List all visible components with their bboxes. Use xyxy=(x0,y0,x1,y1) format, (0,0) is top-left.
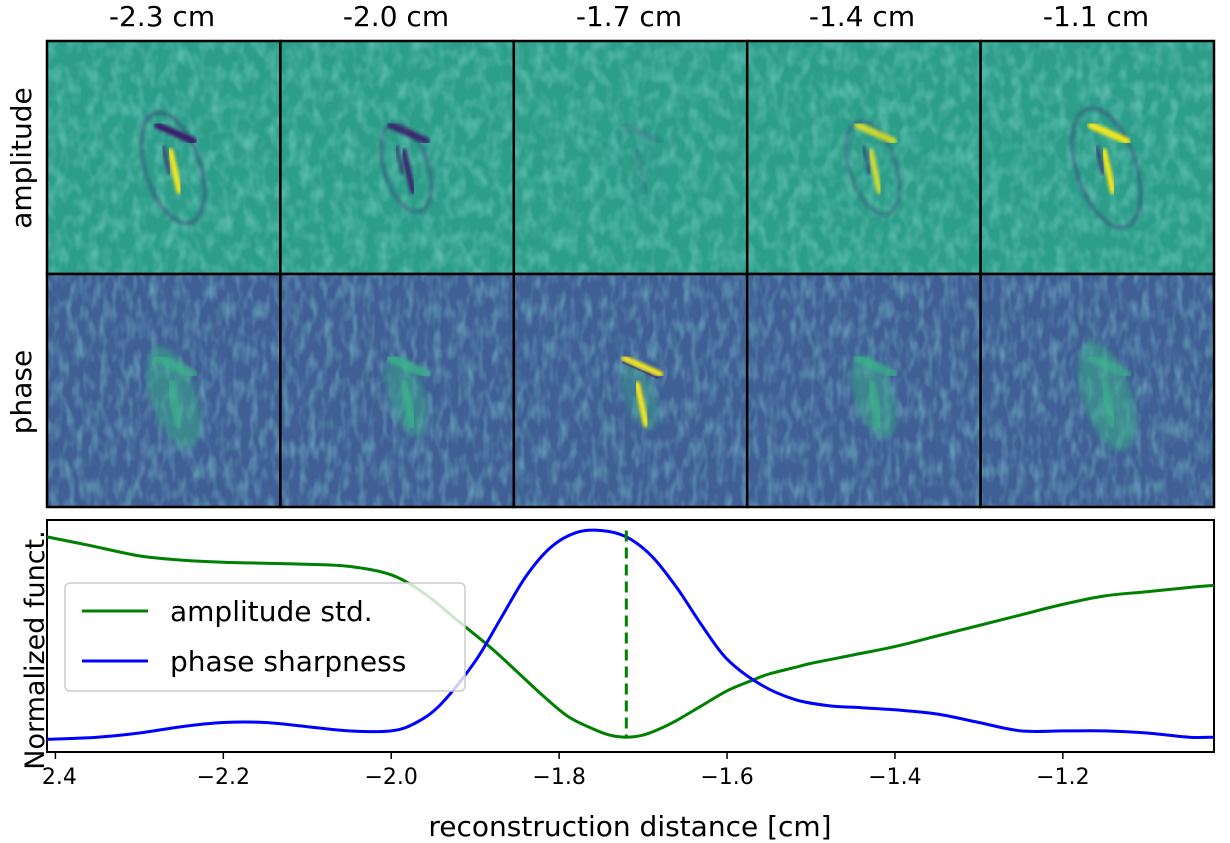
phase-image-panel xyxy=(512,272,749,509)
panel-border xyxy=(979,272,1216,509)
column-title: -1.7 cm xyxy=(576,0,682,33)
column-title: -1.1 cm xyxy=(1043,0,1149,33)
phase-image-panel xyxy=(745,272,982,509)
column-title: -2.0 cm xyxy=(343,0,449,33)
amplitude-image-panel xyxy=(512,39,749,276)
column-titles: -2.3 cm -2.0 cm -1.7 cm -1.4 cm -1.1 cm xyxy=(109,0,1149,33)
x-tick-label: −1.4 xyxy=(868,765,921,790)
plot-area xyxy=(46,519,1215,753)
x-tick-label: −1.8 xyxy=(532,765,585,790)
x-tick-label: −2.2 xyxy=(197,765,250,790)
x-tick-label: −1.6 xyxy=(700,765,753,790)
y-axis-label: Normalized funct. xyxy=(20,530,51,769)
legend-label-amplitude: amplitude std. xyxy=(170,595,373,628)
legend-box xyxy=(64,582,466,692)
legend: amplitude std. phase sharpness xyxy=(64,582,466,692)
column-title: -1.4 cm xyxy=(809,0,915,33)
phase-image-panel xyxy=(279,272,516,509)
x-tick-label: 2.4 xyxy=(42,765,77,790)
x-tick-label: −2.0 xyxy=(365,765,418,790)
series-line-amplitude-std xyxy=(46,535,1215,739)
phase-image-panel xyxy=(979,272,1216,509)
amplitude-image-panel xyxy=(979,39,1216,276)
x-axis-label: reconstruction distance [cm] xyxy=(428,810,831,843)
row-label-phase: phase xyxy=(5,350,38,435)
x-tick-label: −1.2 xyxy=(1036,765,1089,790)
focus-metric-chart: 2.4 −2.2 −2.0 −1.8 −1.6 −1.4 −1.2 reconstructi… xyxy=(20,519,1215,843)
row-label-amplitude: amplitude xyxy=(5,87,38,229)
amplitude-image-panel xyxy=(279,39,516,276)
phase-image-panel xyxy=(45,272,282,509)
image-grid xyxy=(45,39,1216,509)
amplitude-image-panel xyxy=(745,39,982,276)
column-title: -2.3 cm xyxy=(109,0,215,33)
amplitude-image-panel xyxy=(45,39,282,276)
legend-label-phase: phase sharpness xyxy=(170,645,406,678)
